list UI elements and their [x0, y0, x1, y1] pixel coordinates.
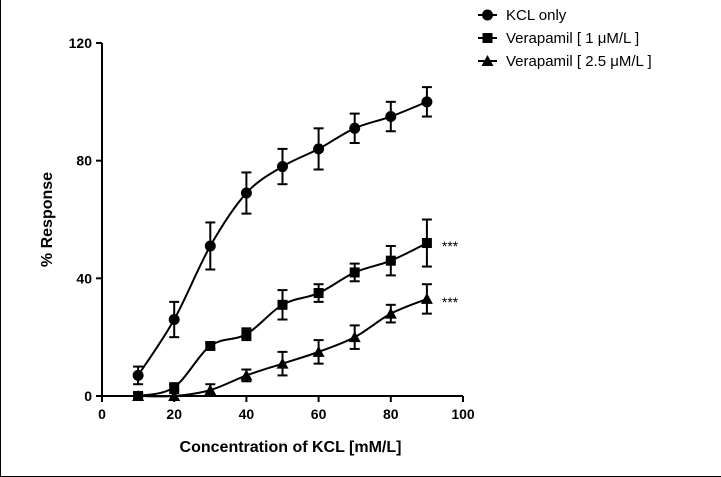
data-point: [168, 314, 180, 326]
x-axis-title: Concentration of KCL [mM/L]: [180, 439, 402, 456]
data-point: [384, 307, 397, 319]
legend-item-3: Verapamil [ 2.5 μM/L ]: [478, 53, 652, 70]
data-point: [385, 111, 397, 123]
data-point: [276, 357, 289, 369]
data-point: [204, 240, 216, 252]
data-point: [277, 299, 288, 310]
y-tick-label: 40: [76, 270, 92, 286]
y-axis-title: % Response: [39, 172, 56, 267]
data-point: [132, 369, 144, 381]
legend: KCL only Verapamil [ 1 μM/L ] Verapamil [ …: [478, 7, 652, 70]
legend-item-1: KCL only: [478, 7, 567, 24]
data-point: [349, 267, 360, 278]
data-point: [240, 369, 253, 381]
data-point: [313, 288, 324, 299]
y-tick-label: 120: [69, 35, 93, 51]
legend-marker: [482, 33, 493, 43]
axes: 0 20 40 60 80 100 0 40 80 120: [69, 35, 475, 422]
data-point: [240, 187, 252, 199]
data-point: [168, 390, 181, 401]
data-point: [132, 390, 145, 401]
data-point: [420, 292, 433, 304]
legend-label: KCL only: [506, 7, 567, 24]
legend-label: Verapamil [ 2.5 μM/L ]: [506, 53, 652, 70]
x-tick-label: 20: [166, 406, 182, 422]
data-point: [204, 384, 217, 396]
legend-item-2: Verapamil [ 1 μM/L ]: [478, 30, 639, 47]
data-point: [348, 331, 361, 343]
series-2: ***: [133, 218, 459, 401]
significance-annotation: ***: [442, 294, 459, 310]
data-point: [421, 96, 433, 108]
data-point: [349, 122, 361, 134]
data-point: [313, 143, 325, 155]
legend-label: Verapamil [ 1 μM/L ]: [506, 30, 639, 47]
data-point: [205, 340, 216, 351]
legend-marker: [482, 9, 493, 21]
y-tick-label: 80: [76, 153, 92, 169]
x-tick-label: 60: [311, 406, 327, 422]
data-point: [277, 161, 288, 173]
x-tick-label: 0: [98, 406, 106, 422]
legend-marker: [481, 55, 494, 66]
series-layer: *** ***: [132, 86, 459, 401]
data-point: [312, 345, 325, 357]
series-1: [132, 86, 433, 386]
series-curve: [137, 100, 428, 376]
data-point: [385, 255, 396, 266]
data-point: [169, 382, 180, 393]
y-ticks: 0 40 80 120: [69, 35, 102, 404]
data-point: [421, 238, 432, 249]
x-tick-label: 100: [451, 406, 475, 422]
significance-annotation: ***: [442, 238, 459, 254]
x-ticks: 0 20 40 60 80 100: [98, 396, 475, 422]
series-3: ***: [132, 283, 459, 401]
y-tick-label: 0: [84, 388, 92, 404]
x-tick-label: 40: [239, 406, 255, 422]
data-point: [241, 329, 252, 340]
x-tick-label: 80: [383, 406, 399, 422]
